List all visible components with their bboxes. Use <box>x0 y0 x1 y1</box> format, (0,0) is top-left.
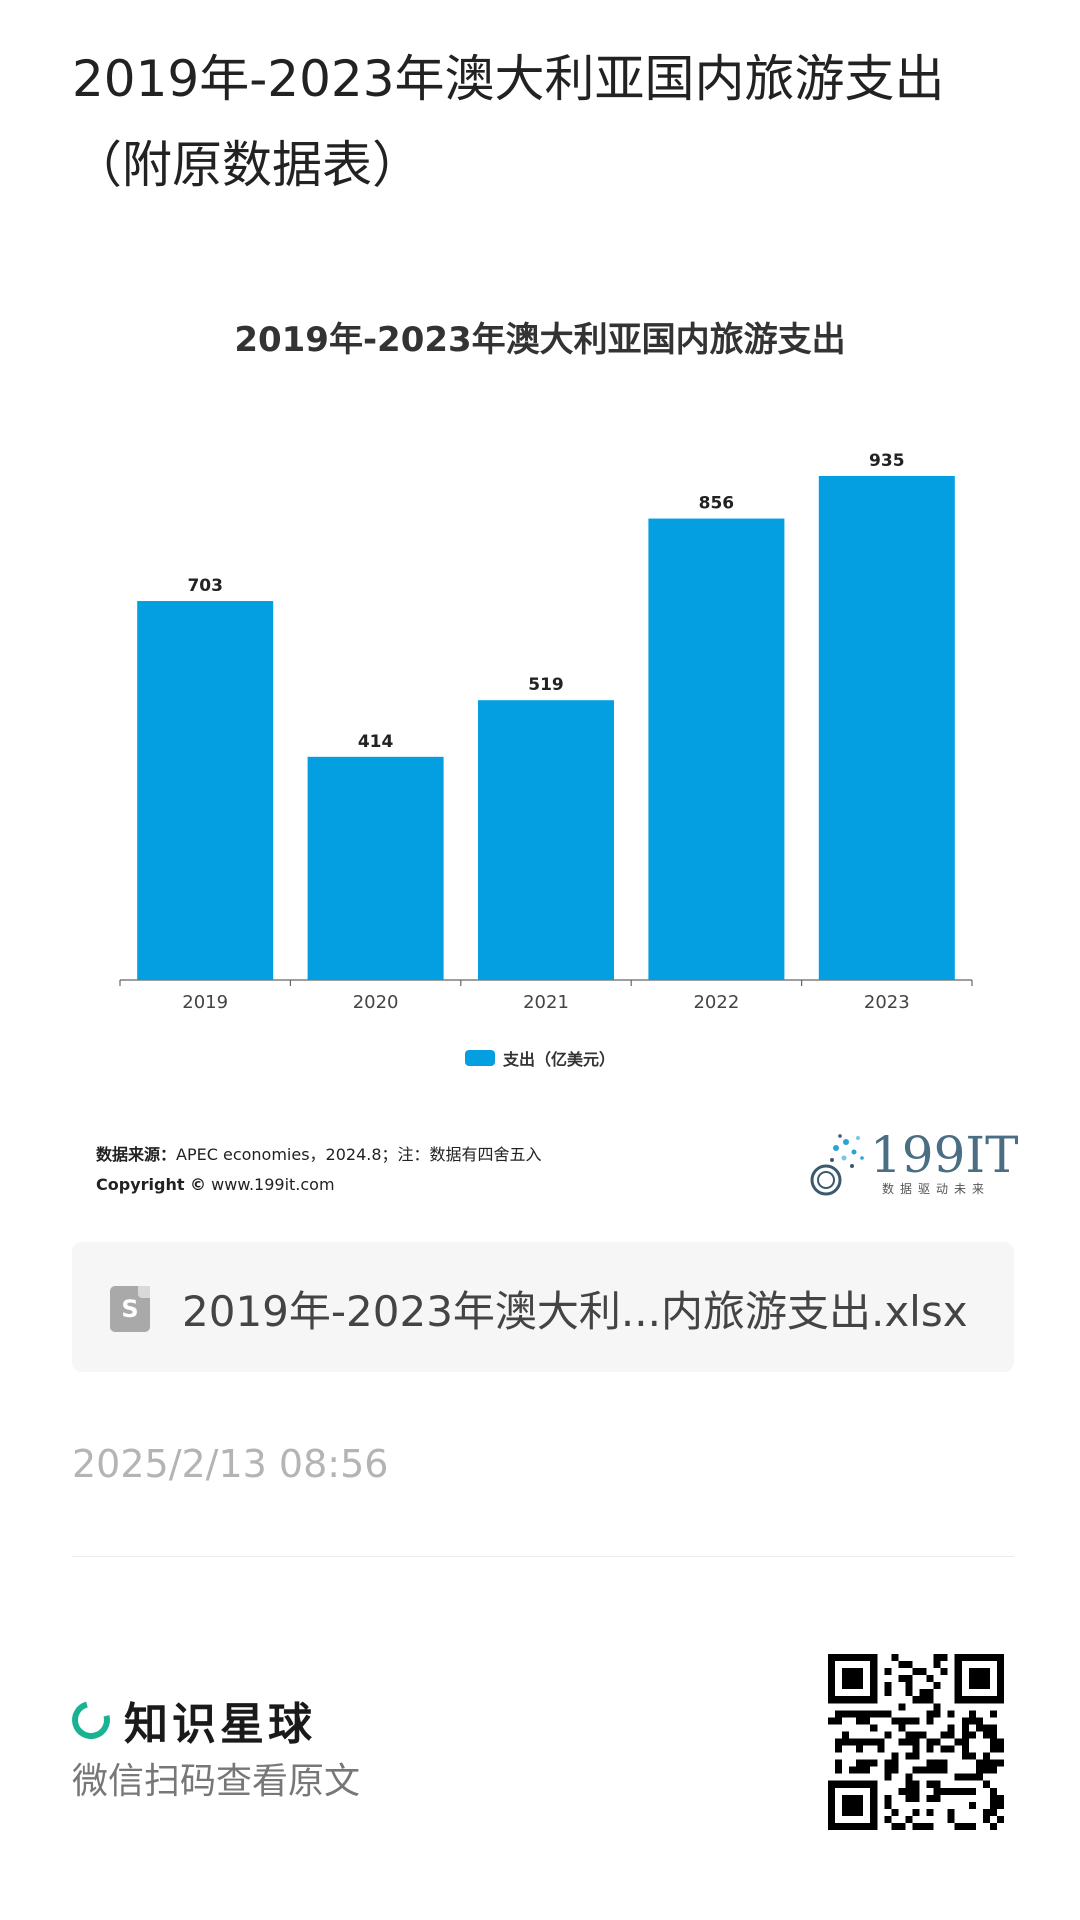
x-tick-label-2021: 2021 <box>523 992 569 1013</box>
planet-ring-icon <box>65 1694 117 1746</box>
zsxq-logo: 知识星球 <box>65 1688 316 1752</box>
data-label-2020: 414 <box>358 732 394 752</box>
bar-chart: 703 2019 414 2020 519 2021 856 2022 935 2023 <box>119 451 973 1013</box>
spreadsheet-file-icon: S <box>110 1286 150 1332</box>
copyright-text: www.199it.com <box>211 1175 335 1194</box>
bar-2021 <box>478 700 614 980</box>
brand-logo: 199IT 数据驱动未来 <box>806 1126 1019 1198</box>
chart-legend: 支出（亿美元） <box>72 1046 1008 1070</box>
legend-label: 支出（亿美元） <box>502 1050 615 1069</box>
brand-dots-icon <box>810 1134 864 1196</box>
file-name: 2019年-2023年澳大利...内旅游支出.xlsx <box>182 1287 968 1336</box>
source-block: 数据来源：APEC economies，2024.8；注：数据有四舍五入 Cop… <box>96 1140 542 1200</box>
copyright-label: Copyright © <box>96 1175 207 1194</box>
x-tick-label-2019: 2019 <box>182 992 228 1013</box>
scan-hint: 微信扫码查看原文 <box>72 1761 361 1802</box>
chart-card: 2019年-2023年澳大利亚国内旅游支出 703 2019 414 2020 519 2… <box>72 292 1019 1222</box>
copyright-line: Copyright © www.199it.com <box>96 1170 542 1200</box>
x-tick-label-2023: 2023 <box>864 992 910 1013</box>
source-label: 数据来源： <box>96 1145 177 1164</box>
data-label-2021: 519 <box>528 675 564 695</box>
data-label-2022: 856 <box>699 494 735 514</box>
data-label-2019: 703 <box>187 576 223 596</box>
legend-swatch <box>464 1050 495 1066</box>
x-tick-label-2020: 2020 <box>353 992 399 1013</box>
bar-2019 <box>137 601 274 980</box>
page-title: 2019年-2023年澳大利亚国内旅游支出（附原数据表） <box>72 50 945 194</box>
bar-2022 <box>648 518 785 980</box>
source-line: 数据来源：APEC economies，2024.8；注：数据有四舍五入 <box>96 1140 542 1170</box>
chart-title: 2019年-2023年澳大利亚国内旅游支出 <box>234 320 846 360</box>
qr-code[interactable] <box>828 1654 1004 1830</box>
file-attachment[interactable]: S 2019年-2023年澳大利...内旅游支出.xlsx <box>72 1242 1014 1372</box>
bar-2023 <box>818 475 955 980</box>
divider <box>72 1556 1014 1557</box>
x-tick-label-2022: 2022 <box>693 992 739 1013</box>
brand-tagline: 数据驱动未来 <box>882 1182 991 1196</box>
bar-2020 <box>307 756 444 980</box>
app-name: 知识星球 <box>124 1699 316 1750</box>
post-timestamp: 2025/2/13 08:56 <box>72 1442 389 1486</box>
brand-name: 199IT <box>870 1126 1019 1184</box>
data-label-2023: 935 <box>869 451 905 471</box>
source-text: APEC economies，2024.8；注：数据有四舍五入 <box>176 1145 542 1164</box>
